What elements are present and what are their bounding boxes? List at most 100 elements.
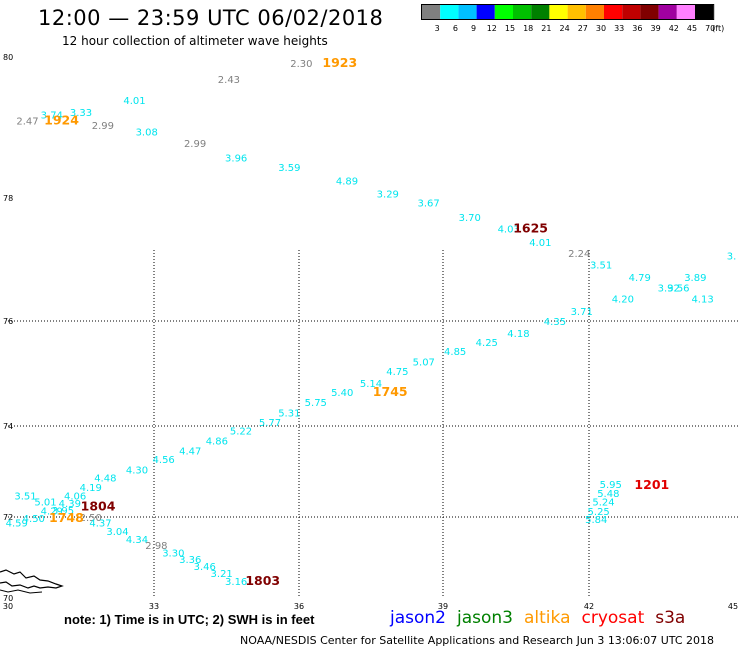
legend-swatch	[513, 5, 532, 19]
lat-tick-label: 78	[3, 194, 13, 203]
lat-tick-label: 76	[3, 317, 13, 326]
wave-height-label: 4.01	[529, 238, 551, 249]
wave-height-label: 3.51	[14, 491, 36, 502]
wave-height-label: 3.29	[377, 189, 399, 200]
legend-swatch	[567, 5, 586, 19]
wave-height-label: 5.40	[331, 388, 353, 399]
wave-height-label: 5.22	[230, 427, 252, 438]
wave-height-label: 3.96	[225, 153, 247, 164]
legend-swatch	[440, 5, 459, 19]
lat-lon-grid	[8, 250, 740, 598]
wave-height-label: 4.37	[89, 518, 111, 529]
legend-swatch	[458, 5, 477, 19]
legend-tick-label: 9	[471, 24, 476, 33]
legend-swatch	[676, 5, 695, 19]
lon-tick-label: 42	[584, 602, 594, 611]
wave-height-labels: 2.302.434.013.74 3.332.47 2.993.082.993.96…	[6, 59, 737, 588]
wave-height-label: 3.30	[162, 548, 184, 559]
legend-swatch	[422, 5, 441, 19]
pass-time-label: 1923	[322, 55, 357, 70]
wave-height-label: 5.01	[34, 498, 56, 509]
wave-height-label: 4.13	[691, 295, 713, 306]
legend-tick-label: 18	[523, 24, 533, 33]
legend-tick-label: 45	[687, 24, 697, 33]
pass-time-label: 1804	[81, 499, 116, 514]
wave-height-label: 3.	[727, 252, 737, 263]
wave-height-label: 4.25	[476, 338, 498, 349]
wave-height-label: 2.98	[145, 541, 167, 552]
wave-height-label: 2.47	[16, 117, 38, 128]
pass-time-label: 1625	[513, 220, 548, 235]
lat-tick-label: 80	[3, 53, 13, 62]
wave-height-label: 4.75	[386, 367, 408, 378]
wave-height-label: 4.19	[80, 483, 102, 494]
wave-height-label: 3.51	[590, 261, 612, 272]
wave-height-label: 4.89	[336, 177, 358, 188]
satellite-s3a: s3a	[655, 608, 686, 628]
wave-height-label: 5.24	[592, 498, 614, 509]
wave-height-label: 4.48	[94, 474, 116, 485]
lon-tick-label: 45	[728, 602, 738, 611]
map-title: 12:00 — 23:59 UTC 06/02/2018	[38, 6, 384, 30]
wave-height-label: 3.21	[211, 569, 233, 580]
wave-height-label: 2.99	[184, 139, 206, 150]
wave-height-label: 5.14	[360, 379, 382, 390]
satellite-jason3: jason3	[457, 608, 513, 628]
wave-height-label: 3.33	[70, 108, 92, 119]
wave-height-label: 4.50	[23, 514, 45, 525]
legend-frame	[421, 4, 715, 20]
wave-height-label: 3.89	[684, 273, 706, 284]
legend-tick-label: 30	[596, 24, 606, 33]
wave-height-label: 3.08	[136, 127, 158, 138]
legend-swatch	[585, 5, 604, 19]
axis-labels: 30 33 36 39 42 45 70 72 74 76 78 80	[3, 53, 738, 611]
satellite-legend: jason2 jason3 altika cryosat s3a	[390, 608, 696, 628]
lon-tick-label: 36	[294, 602, 304, 611]
wave-height-label: 4.56	[153, 455, 175, 466]
wave-height-label: 5.84	[585, 515, 607, 526]
wave-height-label: 3.46	[194, 562, 216, 573]
lat-tick-label: 70	[3, 594, 13, 603]
coastline-outline-2	[0, 589, 43, 594]
wave-height-label: 5.25	[588, 507, 610, 518]
wave-height-label: 4.20	[612, 295, 634, 306]
wave-height-label: 3.36	[179, 555, 201, 566]
wave-height-label: 3.59	[278, 163, 300, 174]
wave-height-label: 4.39	[59, 499, 81, 510]
wave-height-label: 4.79	[629, 273, 651, 284]
wave-height-label: 4.18	[507, 329, 529, 340]
coastline-outline	[0, 569, 64, 589]
legend-swatch	[549, 5, 568, 19]
wave-height-label: 5.77	[259, 418, 281, 429]
wave-height-label: 4.01	[123, 96, 145, 107]
wave-height-label: 5.48	[597, 489, 619, 500]
legend-tick-label: 21	[541, 24, 551, 33]
wave-height-label: 3.92	[658, 283, 680, 294]
wave-height-label: 5.31	[278, 409, 300, 420]
pass-time-label: 1745	[373, 384, 408, 399]
wave-height-label: 4.06	[64, 491, 86, 502]
legend-tick-label: 70	[705, 24, 715, 33]
satellite-cryosat: cryosat	[581, 608, 645, 628]
satellite-altika: altika	[524, 608, 571, 628]
wave-height-label: 2.43	[218, 75, 240, 86]
legend-tick-label: 27	[578, 24, 588, 33]
wave-height-label: 4.30	[126, 465, 148, 476]
wave-height-label: 3.56	[667, 283, 689, 294]
wave-height-label: 4.59	[6, 519, 28, 530]
legend-tick-label: 6	[453, 24, 458, 33]
wave-height-label: 5.95	[600, 480, 622, 491]
lat-tick-label: 72	[3, 513, 13, 522]
lon-tick-label: 33	[149, 602, 159, 611]
wave-height-label: 2.24	[568, 249, 590, 260]
wave-height-label: 4.34	[126, 535, 148, 546]
wave-height-label: 3.70	[459, 213, 481, 224]
credit-line: NOAA/NESDIS Center for Satellite Applica…	[240, 634, 715, 647]
wave-height-label: 3.95	[52, 506, 74, 517]
wave-height-label: 3.04	[106, 527, 128, 538]
legend-swatch	[531, 5, 550, 19]
pass-time-label: 1803	[245, 573, 280, 588]
satellite-jason2: jason2	[390, 608, 446, 628]
legend-swatch	[476, 5, 495, 19]
